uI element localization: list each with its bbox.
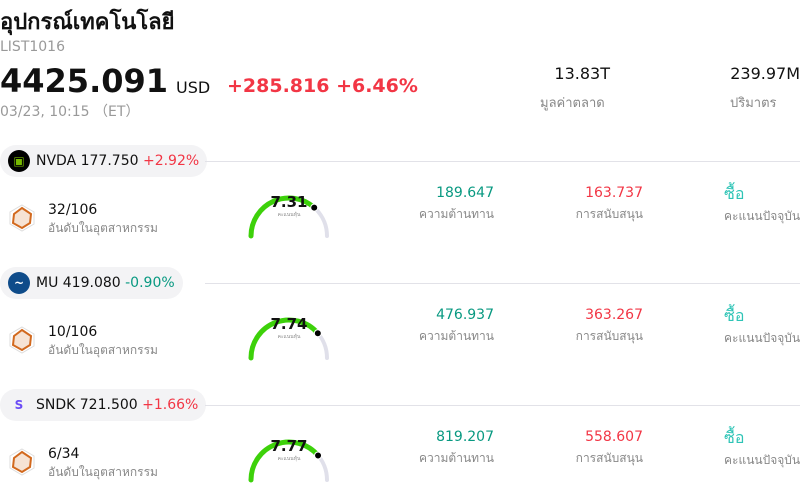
stock-score: 7.74 (270, 315, 308, 333)
stock-score-label: คะแนนหุ้น (277, 456, 301, 462)
radar-icon (9, 448, 35, 476)
stock-chip[interactable]: S SNDK 721.500 +1.66% (0, 389, 207, 421)
industry-rank: 10/106 (48, 324, 98, 340)
stock-score-label: คะแนนหุ้น (277, 212, 301, 218)
support-label: การสนับสนุน (575, 207, 643, 221)
company-logo-icon: ~ (8, 272, 30, 294)
industry-rank: 6/34 (48, 446, 80, 462)
stock-change: -0.90% (125, 275, 175, 291)
stock-score: 7.77 (270, 437, 308, 455)
support-value: 163.737 (585, 185, 643, 201)
currency: USD (176, 78, 211, 97)
support-label: การสนับสนุน (575, 451, 643, 465)
industry-rank-label: อันดับในอุตสาหกรรม (48, 343, 158, 357)
stock-chip[interactable]: ~ MU 419.080 -0.90% (0, 267, 183, 299)
resistance-value: 819.207 (436, 429, 494, 445)
resistance-value: 189.647 (436, 185, 494, 201)
stock-ticker-price: MU 419.080 (36, 275, 121, 291)
divider (205, 283, 800, 284)
resistance-label: ความต้านทาน (419, 329, 494, 343)
stock-chip[interactable]: ▣ NVDA 177.750 +2.92% (0, 145, 208, 177)
industry-rank-label: อันดับในอุตสาหกรรม (48, 221, 158, 235)
resistance-label: ความต้านทาน (419, 207, 494, 221)
radar-icon (9, 204, 35, 232)
stock-change: +1.66% (142, 397, 199, 413)
divider (205, 161, 800, 162)
score-gauge (248, 195, 329, 239)
industry-rank: 32/106 (48, 202, 98, 218)
stock-ticker-price: SNDK 721.500 (36, 397, 138, 413)
stock-score-label: คะแนนหุ้น (277, 334, 301, 340)
index-change: +285.816 +6.46% (227, 75, 418, 97)
support-value: 363.267 (585, 307, 643, 323)
support-label: การสนับสนุน (575, 329, 643, 343)
industry-rank-label: อันดับในอุตสาหกรรม (48, 465, 158, 479)
rating-label: คะแนนปัจจุบัน (724, 453, 800, 467)
company-logo-icon: S (8, 394, 30, 416)
market-cap-label: มูลค่าตลาด (540, 96, 605, 111)
market-cap-value: 13.83T (554, 64, 610, 83)
resistance-label: ความต้านทาน (419, 451, 494, 465)
divider (205, 405, 800, 406)
radar-icon (9, 326, 35, 354)
resistance-value: 476.937 (436, 307, 494, 323)
stock-change: +2.92% (142, 153, 200, 169)
stock-score: 7.31 (270, 193, 308, 211)
timestamp: 03/23, 10:15 （ET） (0, 104, 140, 120)
rating: ซื้อ (724, 184, 745, 203)
volume-value: 239.97M (730, 64, 800, 83)
volume-label: ปริมาตร (730, 96, 777, 111)
rating: ซื้อ (724, 306, 745, 325)
company-logo-icon: ▣ (8, 150, 30, 172)
page-title: อุปกรณ์เทคโนโลยี (0, 10, 175, 35)
rating-label: คะแนนปัจจุบัน (724, 331, 800, 345)
stock-ticker-price: NVDA 177.750 (36, 153, 139, 169)
score-gauge (248, 439, 329, 483)
index-price: 4425.091 (0, 62, 169, 100)
rating: ซื้อ (724, 428, 745, 447)
score-gauge (248, 317, 329, 361)
support-value: 558.607 (585, 429, 643, 445)
rating-label: คะแนนปัจจุบัน (724, 209, 800, 223)
index-code: LIST1016 (0, 39, 65, 55)
